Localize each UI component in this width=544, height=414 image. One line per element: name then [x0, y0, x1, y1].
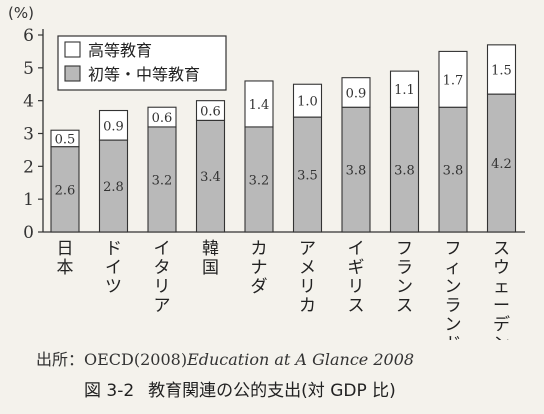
- bar-value-label-upper: 1.4: [249, 98, 270, 113]
- x-tick-label: スウェーデン: [493, 239, 510, 340]
- y-tick-label: 0: [23, 223, 34, 243]
- bar-value-label-upper: 1.1: [394, 83, 415, 98]
- x-tick-label: 韓国: [202, 239, 219, 278]
- bar-tertiary: [147, 106, 177, 128]
- y-unit-label: (%): [8, 4, 34, 22]
- bar-tertiary: [389, 70, 420, 108]
- x-tick-label: 日本: [57, 239, 74, 278]
- bar-primary-secondary: [244, 126, 274, 233]
- stacked-bar-chart: (%) 0 1 2 3 4 5 6 2.6 0.5 2.8 0.9 3.2 0.6 3.4 0.6 3.2 1…: [8, 4, 525, 340]
- y-tick-label: 2: [23, 157, 34, 177]
- x-tick-label: イタリア: [154, 239, 171, 316]
- x-tick-label: アメリカ: [299, 239, 316, 316]
- bar-value-label-upper: 0.6: [152, 111, 173, 126]
- bar-primary-secondary: [438, 106, 468, 233]
- bar-primary-secondary: [341, 106, 371, 233]
- legend-box: [57, 35, 227, 91]
- y-tick-label: 6: [23, 26, 34, 46]
- bar-tertiary: [292, 83, 323, 118]
- bar-value-label-lower: 3.8: [346, 164, 367, 179]
- bar-value-label-lower: 2.6: [55, 183, 76, 198]
- y-tick-label: 1: [23, 190, 34, 210]
- source-publication: Education at A Glance 2008: [187, 350, 415, 369]
- bar-value-label-lower: 3.2: [249, 173, 270, 188]
- bar-value-label-upper: 1.7: [443, 73, 464, 88]
- bar-tertiary: [486, 44, 517, 95]
- bar-group: 2.6 0.5 2.8 0.9 3.2 0.6 3.4 0.6 3.2 1.4 3.5 1.0 3.8 0…: [50, 44, 517, 233]
- bar-value-label-upper: 0.6: [200, 105, 221, 120]
- bar-tertiary: [244, 80, 274, 128]
- figure-caption: 図 3-2 教育関連の公的支出(対 GDP 比): [84, 376, 396, 401]
- x-axis-labels: 日本 ドイツ イタリア 韓国 カナダ アメリカ イギリス フランス フィンランド スウェーデン: [57, 239, 511, 340]
- bar-value-label-upper: 1.5: [491, 63, 512, 78]
- bar-value-label-lower: 3.5: [297, 169, 318, 184]
- bar-value-label-lower: 3.8: [443, 164, 464, 179]
- y-tick-label: 4: [23, 92, 34, 112]
- figure-title: 教育関連の公的支出(対 GDP 比): [148, 381, 396, 401]
- source-caption: 出所：OECD(2008)Education at A Glance 2008: [36, 346, 414, 370]
- source-prefix: 出所：OECD(2008): [36, 350, 188, 369]
- y-tick-label: 5: [23, 59, 34, 79]
- legend-swatch: [64, 41, 81, 58]
- bar-tertiary: [195, 100, 226, 121]
- x-tick-label: カナダ: [251, 239, 268, 297]
- bar-value-label-upper: 1.0: [297, 95, 318, 110]
- bar-primary-secondary: [98, 139, 129, 233]
- legend-label: 初等・中等教育: [88, 65, 200, 84]
- bar-value-label-upper: 0.5: [55, 132, 76, 147]
- y-tick-label: 3: [23, 125, 34, 145]
- x-tick-label: イギリス: [348, 239, 365, 316]
- x-tick-label: フランス: [396, 239, 413, 316]
- bar-value-label-upper: 0.9: [103, 119, 124, 134]
- bar-tertiary: [438, 50, 468, 108]
- bar-value-label-upper: 0.9: [346, 86, 367, 101]
- bar-primary-secondary: [389, 106, 420, 233]
- legend-swatch: [64, 65, 81, 82]
- bar-tertiary: [98, 109, 129, 141]
- x-tick-label: フィンランド: [445, 239, 462, 340]
- bar-tertiary: [341, 77, 371, 108]
- figure-number: 図 3-2: [84, 381, 135, 401]
- legend-label: 高等教育: [88, 41, 152, 60]
- bar-value-label-lower: 3.4: [200, 170, 221, 185]
- bar-value-label-lower: 2.8: [103, 180, 124, 195]
- bar-value-label-lower: 3.8: [394, 164, 415, 179]
- bar-value-label-lower: 3.2: [152, 173, 173, 188]
- bar-value-label-lower: 4.2: [491, 157, 512, 172]
- bar-primary-secondary: [50, 146, 80, 233]
- x-tick-label: ドイツ: [105, 239, 122, 297]
- bar-primary-secondary: [195, 119, 226, 233]
- bar-tertiary: [50, 129, 80, 148]
